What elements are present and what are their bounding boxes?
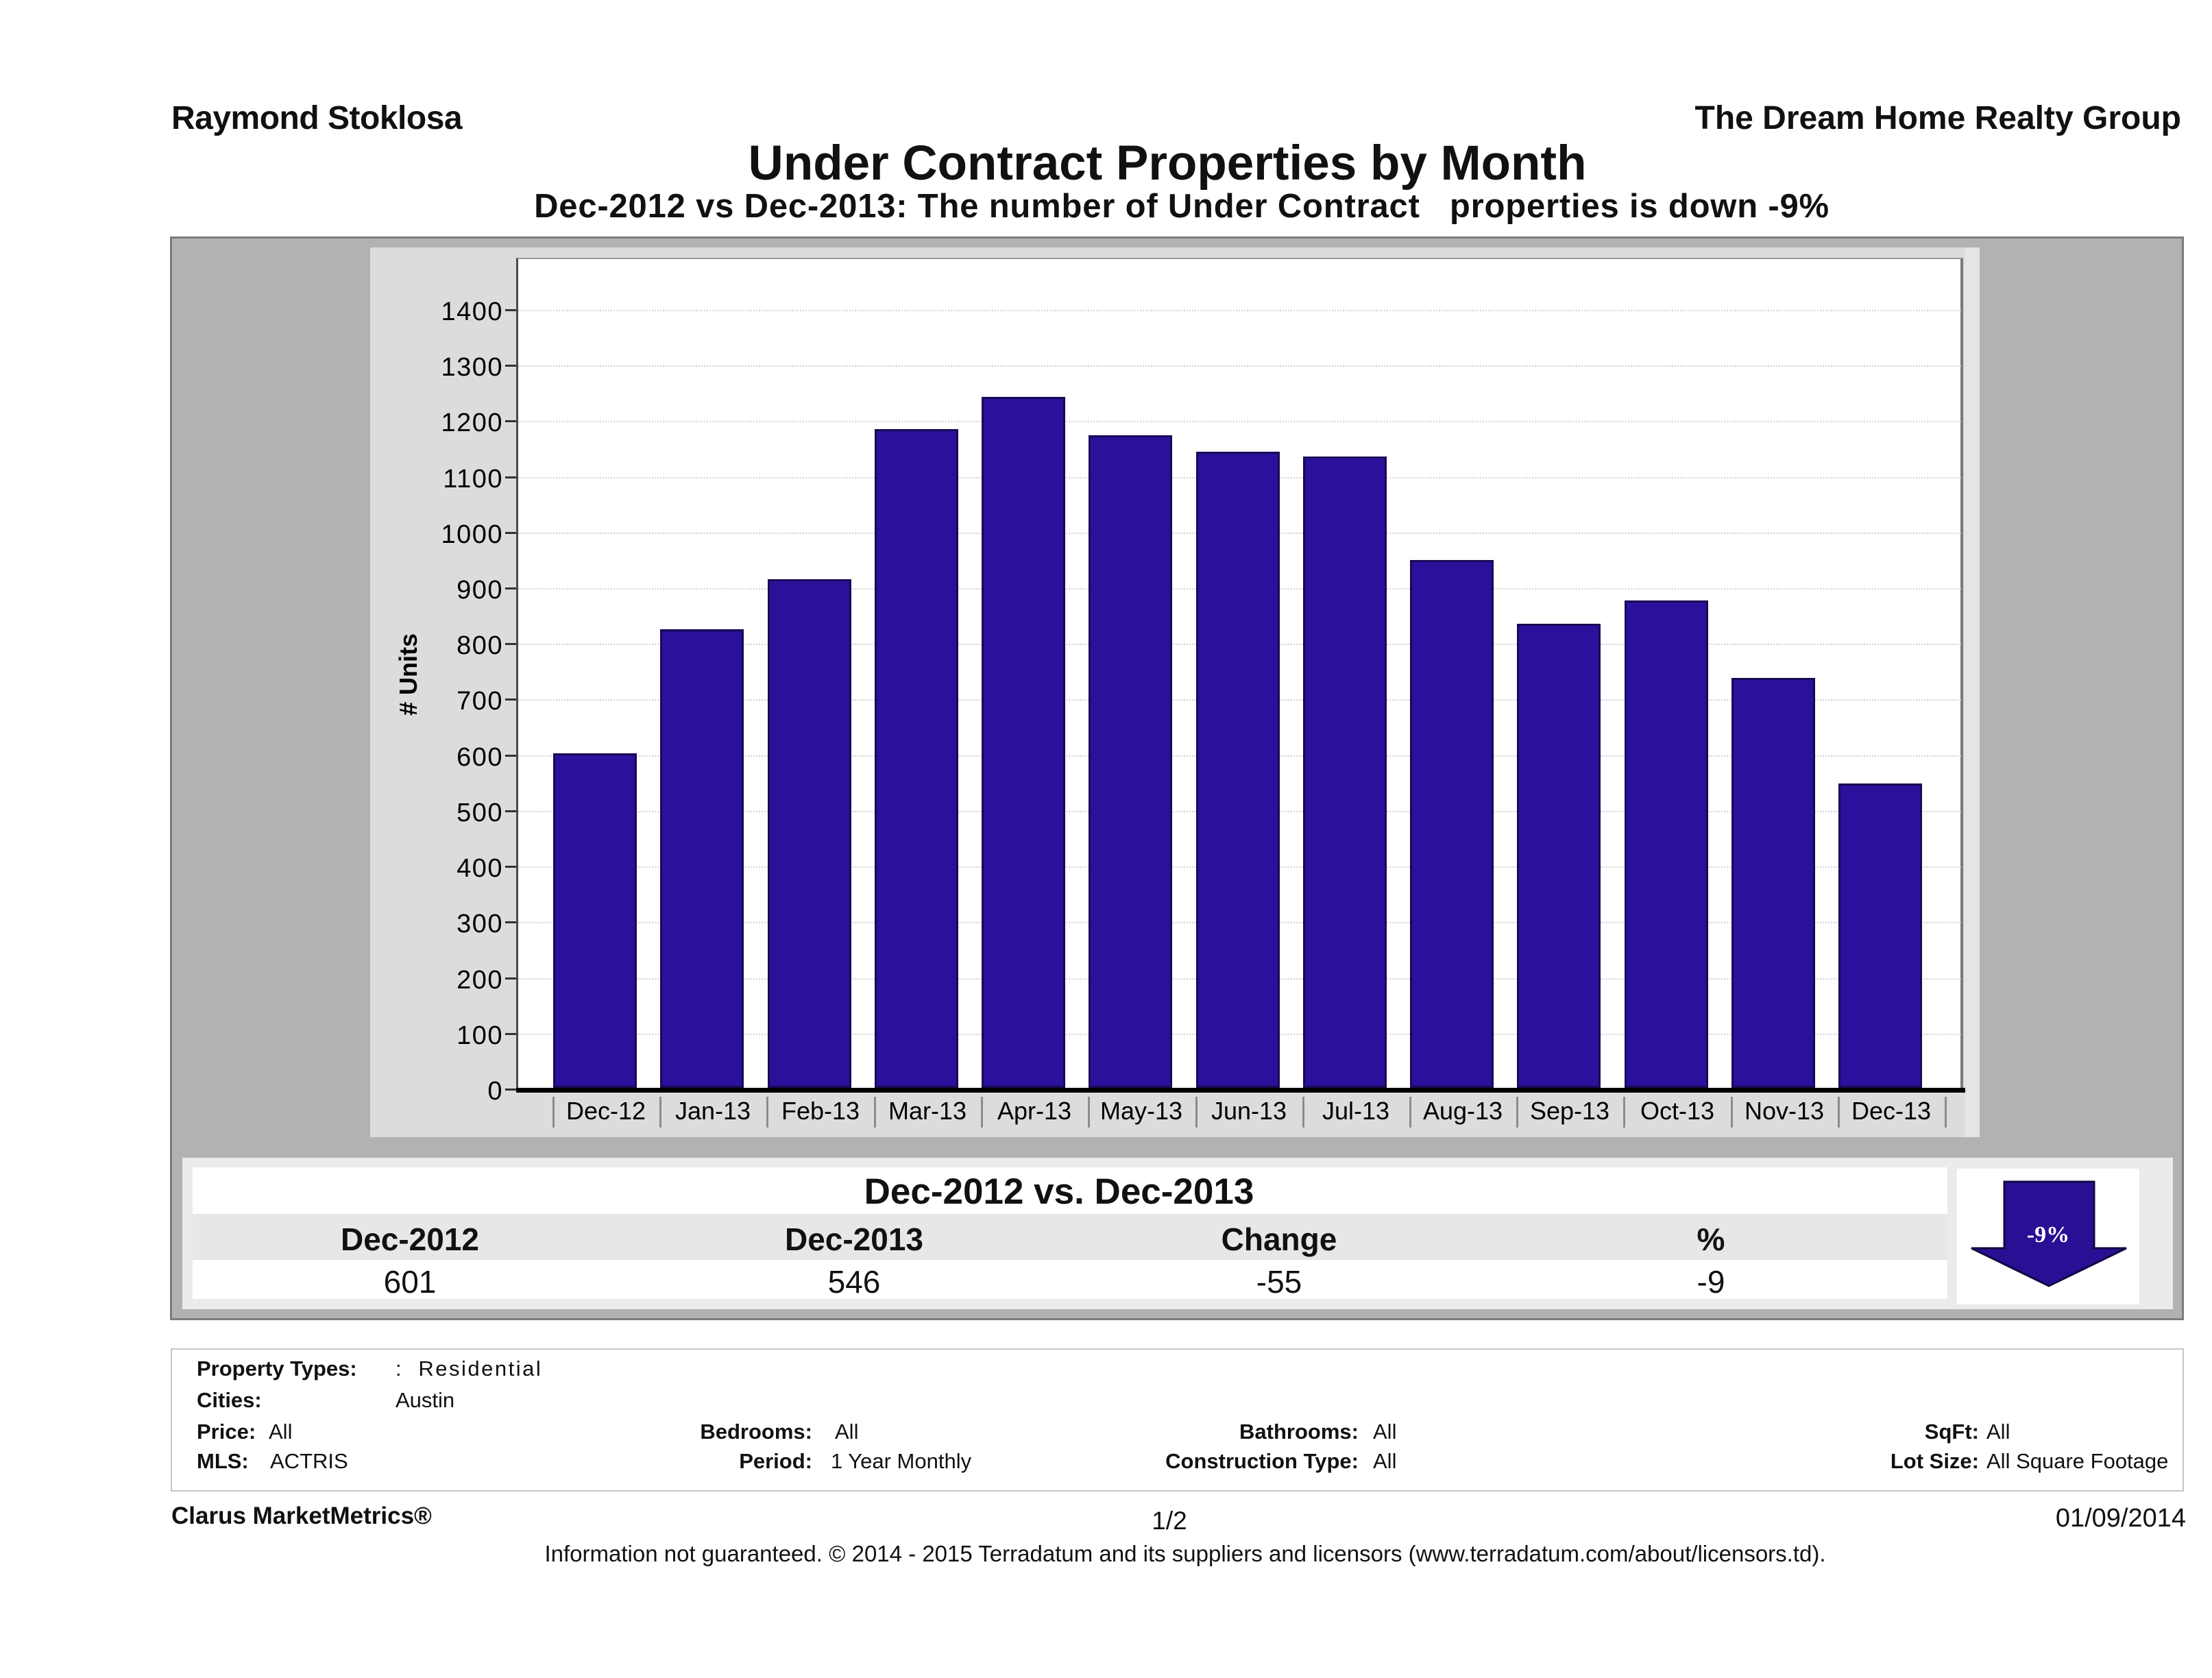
svg-text:-9%: -9% (2027, 1222, 2069, 1248)
